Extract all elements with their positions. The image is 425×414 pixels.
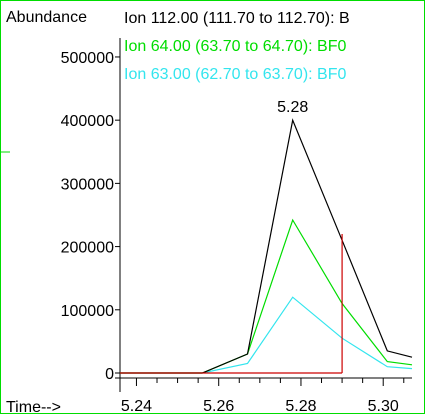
peak-label: 5.28 bbox=[277, 99, 308, 116]
legend-entry-ion-112: Ion 112.00 (111.70 to 112.70): B bbox=[124, 10, 350, 27]
y-tick-label: 200000 bbox=[61, 240, 114, 257]
x-tick-label: 5.30 bbox=[368, 398, 399, 414]
x-tick-label: 5.26 bbox=[203, 398, 234, 414]
y-tick-label: 400000 bbox=[61, 113, 114, 130]
y-tick-label: 0 bbox=[105, 366, 114, 383]
legend-entry-ion-64: Ion 64.00 (63.70 to 64.70): BF0 bbox=[124, 38, 346, 55]
x-tick-label: 5.24 bbox=[121, 398, 152, 414]
x-axis-label: Time--> bbox=[6, 399, 61, 414]
y-tick-label: 300000 bbox=[61, 176, 114, 193]
y-axis-label: Abundance bbox=[6, 9, 87, 26]
x-tick-label: 5.28 bbox=[285, 398, 316, 414]
legend-entry-ion-63: Ion 63.00 (62.70 to 63.70): BF0 bbox=[124, 66, 346, 83]
y-tick-label: 100000 bbox=[61, 303, 114, 320]
y-tick-label: 500000 bbox=[61, 50, 114, 67]
